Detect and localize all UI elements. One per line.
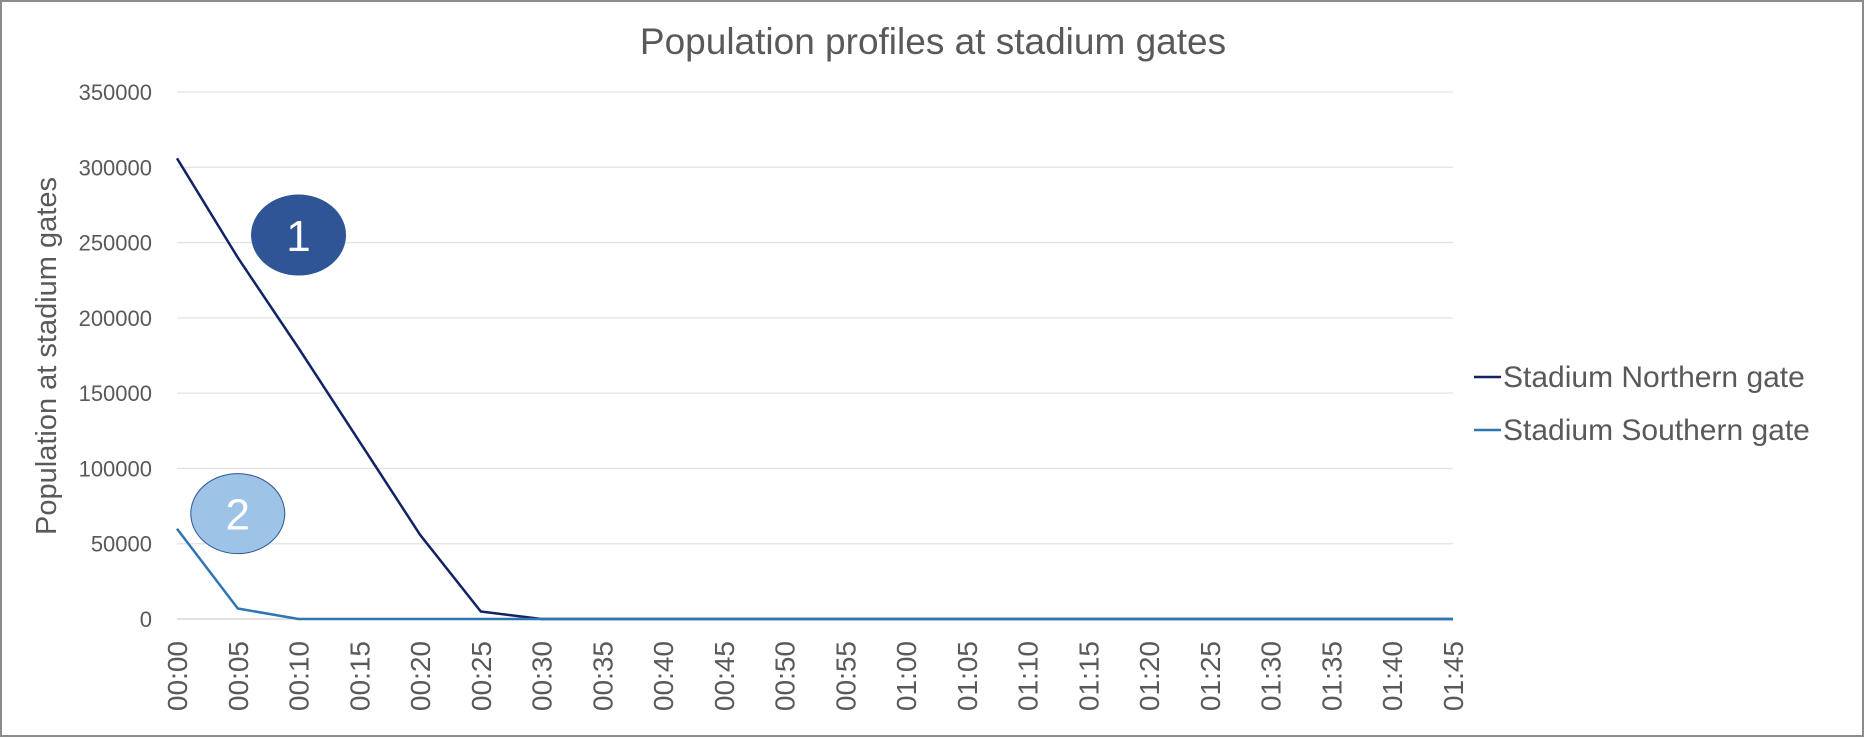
y-axis-label: Population at stadium gates	[31, 177, 63, 535]
x-tick-label: 01:20	[1134, 641, 1165, 711]
x-tick-label: 00:45	[709, 641, 740, 711]
series-line-2	[176, 527, 1453, 621]
series-line-1	[175, 157, 1453, 621]
x-tick-label: 01:25	[1195, 641, 1226, 711]
y-tick-label: 0	[140, 607, 152, 632]
x-tick-label: 00:15	[344, 641, 375, 711]
gridlines	[177, 91, 1453, 620]
y-tick-label: 50000	[91, 532, 152, 557]
y-tick-label: 250000	[79, 231, 152, 256]
x-tick-label: 01:35	[1316, 641, 1347, 711]
x-tick-label: 01:40	[1377, 641, 1408, 711]
legend-label: Stadium Southern gate	[1503, 414, 1810, 447]
x-tick-label: 00:30	[527, 641, 558, 711]
y-tick-label: 300000	[79, 155, 152, 180]
y-tick-label: 100000	[79, 456, 152, 481]
x-tick-label: 01:00	[891, 641, 922, 711]
annotation-marker-2	[190, 473, 286, 555]
y-tick-label: 350000	[79, 80, 152, 105]
x-tick-label: 01:45	[1438, 641, 1469, 711]
x-tick-label: 00:40	[648, 641, 679, 711]
annotation-label: 1	[286, 212, 310, 261]
x-tick-label: 01:10	[1013, 641, 1044, 711]
x-tick-label: 00:55	[830, 641, 861, 711]
y-axis-ticks: 0 50000 100000 150000 200000 250000 300000 3500…	[79, 80, 152, 632]
annotation-marker-1	[251, 194, 347, 276]
legend-label: Stadium Northern gate	[1503, 361, 1805, 394]
x-tick-label: 00:25	[466, 641, 497, 711]
chart-title: Population profiles at stadium gates	[640, 21, 1226, 62]
x-tick-label: 00:50	[770, 641, 801, 711]
x-tick-label: 00:35	[587, 641, 618, 711]
x-tick-label: 01:30	[1256, 641, 1287, 711]
y-tick-label: 200000	[79, 306, 152, 331]
x-tick-label: 00:10	[284, 641, 315, 711]
annotation-label: 2	[226, 491, 250, 540]
x-axis-ticks: 00:00 00:05 00:10 00:15 00:20 00:25 00:30 00:35…	[162, 641, 1469, 711]
annotation-markers: 12	[190, 194, 347, 555]
x-tick-label: 00:05	[223, 641, 254, 711]
x-tick-label: 00:20	[405, 641, 436, 711]
series-lines	[175, 157, 1453, 621]
x-tick-label: 01:05	[952, 641, 983, 711]
legend: Stadium Northern gate Stadium Southern ga…	[1474, 361, 1810, 447]
x-tick-label: 00:00	[162, 641, 193, 711]
x-tick-label: 01:15	[1073, 641, 1104, 711]
y-tick-label: 150000	[79, 381, 152, 406]
